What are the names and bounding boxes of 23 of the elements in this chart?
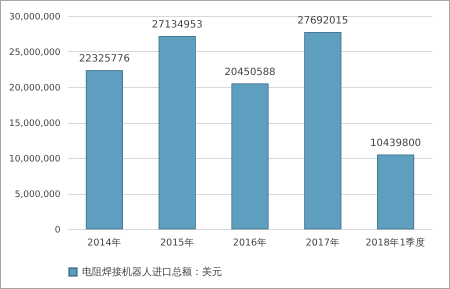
x-tick-label: 2015年 — [160, 236, 194, 248]
legend-label: 电阻焊接机器人进口总额：美元 — [82, 266, 222, 278]
x-tick-label: 2017年 — [306, 236, 340, 248]
y-tick-label: 25,000,000 — [8, 48, 61, 58]
y-tick-label: 0 — [54, 226, 61, 236]
bar — [231, 83, 269, 230]
bar — [304, 32, 342, 230]
data-label: 22325776 — [78, 53, 130, 64]
x-tick-label: 2016年 — [232, 236, 268, 248]
y-tick-label: 5,000,000 — [14, 190, 61, 200]
y-tick-label: 20,000,000 — [8, 84, 61, 94]
y-tick-label: 10,000,000 — [8, 154, 61, 164]
bar — [377, 154, 414, 230]
data-label: 10439800 — [370, 138, 422, 149]
x-tick-label: 2018年1季度 — [365, 236, 426, 248]
data-label: 20450588 — [224, 66, 276, 78]
y-tick-label: 30,000,000 — [8, 12, 61, 22]
y-tick-label: 15,000,000 — [8, 119, 61, 129]
data-label: 27692015 — [297, 15, 348, 26]
data-label: 27134953 — [152, 19, 203, 30]
bar — [158, 36, 196, 230]
bar — [86, 70, 123, 230]
x-tick-label: 2014年 — [87, 236, 122, 248]
